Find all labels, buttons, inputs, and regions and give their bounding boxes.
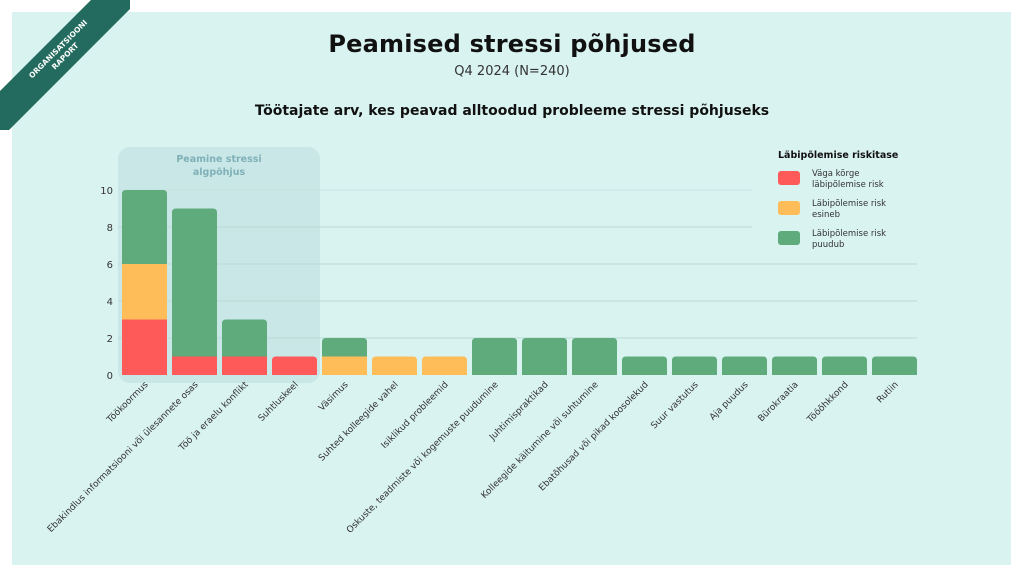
x-tick-label: Rutiin xyxy=(875,380,900,405)
x-tick-label: Suhtluskeel xyxy=(257,380,301,424)
highlight-label: algpõhjus xyxy=(193,167,246,178)
chart-title: Töötajate arv, kes peavad alltoodud prob… xyxy=(254,103,770,119)
bar-segment xyxy=(172,356,217,375)
y-tick-label: 10 xyxy=(100,186,113,197)
legend-label: Läbipõlemise risk puudub xyxy=(812,229,887,250)
bar-segment xyxy=(572,338,617,375)
bar-segment xyxy=(122,264,167,320)
bar-segment xyxy=(472,338,517,375)
x-tick-label: Suur vastutus xyxy=(649,380,700,431)
x-tick-label: Suhted kolleegide vahel xyxy=(317,380,401,464)
page-subtitle: Q4 2024 (N=240) xyxy=(454,64,570,79)
legend-item-none: Läbipõlemise risk puudub xyxy=(778,229,938,251)
x-tick-label: Aja puudus xyxy=(708,380,751,423)
legend-swatch xyxy=(778,201,800,215)
chart-legend: Läbipõlemise riskitase Väga kõrge läbipõ… xyxy=(778,150,938,259)
bar-segment xyxy=(672,356,717,375)
bar-segment xyxy=(322,338,367,357)
legend-title: Läbipõlemise riskitase xyxy=(778,150,899,161)
bar-segment xyxy=(722,356,767,375)
bar-segment xyxy=(872,356,917,375)
bar-segment xyxy=(222,356,267,375)
y-tick-label: 2 xyxy=(107,334,113,345)
bar-segment xyxy=(222,319,267,357)
x-tick-label: Ebatõhusad või pikad koosolekud xyxy=(537,380,650,493)
highlight-region xyxy=(118,147,320,383)
bar-segment xyxy=(522,338,567,375)
bar-segment xyxy=(272,356,317,375)
bar-segment xyxy=(622,356,667,375)
highlight-label: Peamine stressi xyxy=(176,154,261,165)
x-tick-label: Bürokraatia xyxy=(757,380,801,424)
report-ribbon: ORGANISATSIOONI RAPORT xyxy=(0,0,130,130)
x-tick-label: Tööõhkkond xyxy=(805,380,851,426)
bar-segment xyxy=(422,356,467,375)
y-tick-label: 0 xyxy=(107,371,113,382)
legend-swatch xyxy=(778,231,800,245)
bar-segment xyxy=(122,319,167,375)
legend-swatch xyxy=(778,171,800,185)
x-tick-label: Töökoormus xyxy=(105,380,151,426)
legend-label: Väga kõrge läbipõlemise risk xyxy=(812,169,884,190)
bar-segment xyxy=(122,190,167,264)
bar-segment xyxy=(822,356,867,375)
bar-segment xyxy=(322,356,367,375)
legend-item-very-high: Väga kõrge läbipõlemise risk xyxy=(778,169,938,191)
y-tick-label: 8 xyxy=(107,223,113,234)
x-tick-label: Väsimus xyxy=(317,380,351,414)
y-tick-label: 6 xyxy=(107,260,113,271)
legend-label: Läbipõlemise risk esineb xyxy=(812,199,887,220)
legend-item-present: Läbipõlemise risk esineb xyxy=(778,199,938,221)
bar-segment xyxy=(372,356,417,375)
y-tick-label: 4 xyxy=(107,297,113,308)
page-title: Peamised stressi põhjused xyxy=(328,30,696,58)
bar-segment xyxy=(172,208,217,357)
bar-segment xyxy=(772,356,817,375)
